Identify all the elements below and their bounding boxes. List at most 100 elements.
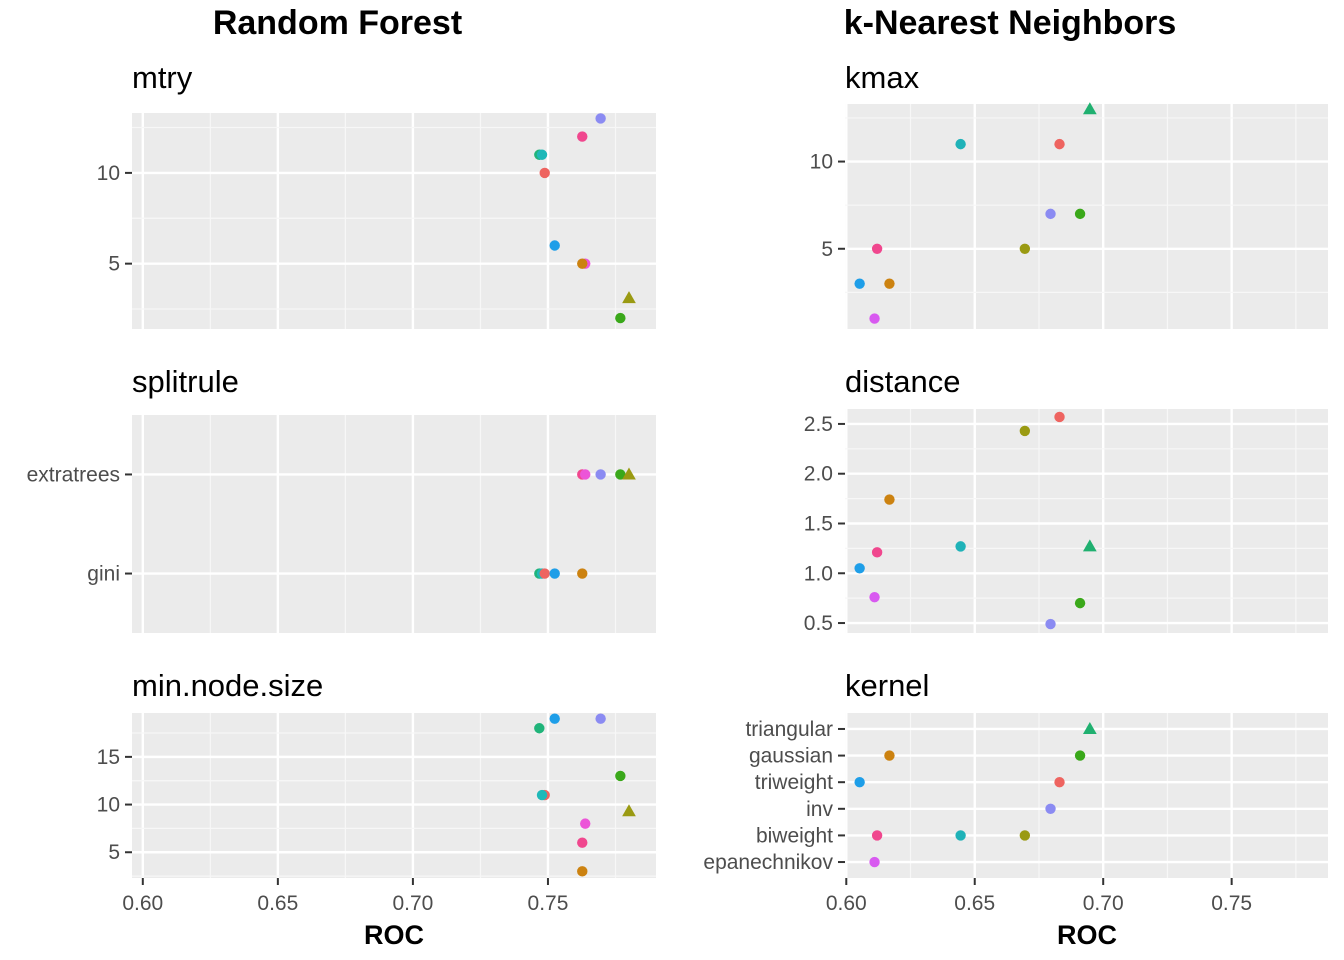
panel-title: kernel (845, 668, 929, 703)
random-forest-title: Random Forest (212, 4, 463, 42)
y-tick-label: 5 (108, 253, 120, 276)
data-point (871, 830, 883, 841)
y-tick-label: biweight (756, 824, 833, 847)
data-point-triangle (1082, 721, 1097, 735)
data-point (1074, 597, 1086, 609)
data-point (549, 713, 560, 724)
data-point (869, 591, 880, 603)
data-point (854, 776, 865, 788)
panel-title: splitrule (132, 364, 239, 399)
data-point (1045, 618, 1056, 630)
data-point (955, 541, 966, 552)
panel-background (845, 104, 1328, 329)
panel-min-node-size: min.node.size 5 10 15 0.60 0.65 0.70 0.75 (97, 668, 656, 915)
data-point (854, 563, 865, 574)
panel-splitrule: splitrule extratrees gini (27, 364, 656, 633)
y-tick-label: 10 (97, 162, 120, 185)
x-tick-label: 0.60 (826, 892, 867, 915)
panel-title: mtry (132, 60, 193, 95)
data-point (1074, 208, 1086, 220)
data-point (534, 723, 545, 734)
y-tick-label: extratrees (27, 463, 120, 486)
x-tick-label: 0.65 (954, 892, 995, 915)
data-point (1054, 776, 1065, 788)
data-point (536, 149, 548, 160)
data-point (577, 568, 588, 579)
data-point (595, 713, 606, 724)
data-point-triangle (1082, 102, 1097, 115)
data-point (595, 113, 606, 124)
data-point (577, 837, 588, 848)
y-tick-label: gini (87, 563, 120, 586)
data-point-triangle (622, 291, 636, 304)
y-tick-label: 5 (108, 841, 120, 864)
data-point-triangle (622, 467, 636, 480)
panel-background (845, 713, 1328, 878)
data-point (536, 789, 548, 801)
data-point (955, 138, 966, 150)
data-point (1054, 411, 1065, 423)
y-tick-label: inv (806, 798, 833, 821)
data-point (615, 770, 626, 782)
data-point (577, 866, 588, 877)
x-axis-label: ROC (1057, 920, 1117, 950)
y-tick-label: 1.0 (804, 562, 833, 585)
data-point (539, 568, 550, 579)
x-tick-label: 0.75 (1211, 892, 1252, 915)
data-point (871, 243, 883, 254)
panel-background (132, 415, 656, 633)
panel-kernel: kernel triangular gaussian triweight inv biwe… (703, 668, 1328, 915)
x-tick-label: 0.70 (1083, 892, 1124, 915)
data-point (615, 312, 626, 324)
y-tick-label: 2.0 (804, 463, 833, 486)
y-tick-label: gaussian (749, 745, 833, 768)
x-axis-label: ROC (364, 920, 424, 950)
panel-kmax: kmax 5 10 (810, 60, 1328, 329)
y-tick-label: 10 (810, 151, 833, 174)
data-point (580, 818, 591, 829)
data-point (1054, 138, 1065, 150)
data-point (1019, 243, 1031, 254)
data-point (615, 469, 626, 480)
data-point (869, 313, 880, 324)
data-point (1019, 830, 1031, 841)
data-point (871, 547, 883, 558)
data-point (1019, 425, 1031, 437)
data-point (869, 856, 880, 868)
data-point (884, 278, 895, 289)
data-point (854, 278, 865, 289)
data-point (549, 240, 560, 251)
panel-title: kmax (845, 60, 920, 95)
data-point (1045, 803, 1056, 815)
x-tick-label: 0.65 (257, 892, 298, 915)
data-point-triangle (622, 804, 636, 817)
data-point (549, 568, 560, 579)
x-tick-label: 0.60 (122, 892, 163, 915)
panel-background (845, 409, 1328, 633)
data-point (577, 131, 588, 142)
data-point (955, 830, 966, 841)
panel-title: distance (845, 364, 960, 399)
data-point-triangle (1082, 539, 1097, 552)
y-tick-label: epanechnikov (703, 851, 833, 874)
panel-title: min.node.size (132, 668, 323, 703)
y-tick-label: 5 (821, 238, 833, 261)
knn-title: k-Nearest Neighbors (843, 4, 1177, 42)
y-tick-label: 15 (97, 746, 120, 769)
data-point (1045, 208, 1056, 220)
data-point (580, 469, 591, 480)
data-point (595, 469, 606, 480)
panel-mtry: mtry 5 10 (97, 60, 656, 329)
x-tick-label: 0.70 (392, 892, 433, 915)
data-point (577, 258, 588, 269)
data-point (1074, 750, 1086, 761)
panel-background (132, 113, 656, 329)
data-point (884, 750, 895, 761)
data-point (539, 167, 550, 179)
y-tick-label: 2.5 (804, 413, 833, 436)
y-tick-label: 10 (97, 794, 120, 817)
y-tick-label: 1.5 (804, 512, 833, 535)
y-tick-label: triweight (755, 771, 833, 794)
data-point (884, 494, 895, 505)
